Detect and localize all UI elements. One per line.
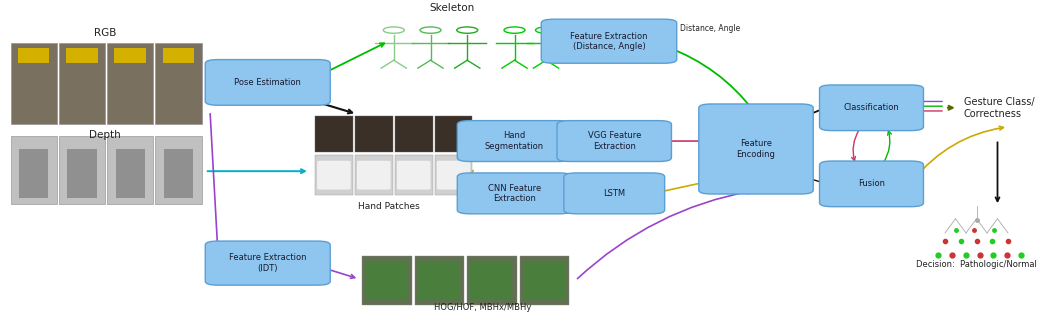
FancyBboxPatch shape: [66, 48, 98, 63]
FancyBboxPatch shape: [467, 256, 517, 305]
FancyBboxPatch shape: [458, 120, 571, 161]
FancyBboxPatch shape: [458, 173, 571, 214]
Text: VGG Feature
Extraction: VGG Feature Extraction: [588, 131, 640, 151]
Text: Feature
Encoding: Feature Encoding: [736, 139, 776, 159]
FancyBboxPatch shape: [355, 155, 393, 195]
FancyBboxPatch shape: [164, 149, 193, 198]
FancyBboxPatch shape: [315, 155, 353, 195]
Text: Depth: Depth: [89, 130, 121, 140]
Text: HOG/HOF, MBHx/MBHy: HOG/HOF, MBHx/MBHy: [435, 303, 531, 312]
FancyBboxPatch shape: [699, 104, 813, 194]
FancyBboxPatch shape: [114, 48, 146, 63]
Text: Fusion: Fusion: [858, 179, 885, 188]
FancyBboxPatch shape: [415, 256, 464, 305]
FancyBboxPatch shape: [362, 256, 412, 305]
Text: Pose Estimation: Pose Estimation: [234, 78, 301, 87]
Text: Feature Extraction
(Distance, Angle): Feature Extraction (Distance, Angle): [570, 31, 648, 51]
FancyBboxPatch shape: [59, 43, 105, 124]
FancyBboxPatch shape: [435, 116, 472, 152]
FancyBboxPatch shape: [564, 173, 665, 214]
FancyBboxPatch shape: [520, 256, 569, 305]
FancyBboxPatch shape: [67, 149, 97, 198]
FancyBboxPatch shape: [317, 161, 351, 190]
Text: Feature Extraction
(IDT): Feature Extraction (IDT): [229, 253, 307, 273]
FancyBboxPatch shape: [155, 136, 202, 204]
FancyBboxPatch shape: [107, 136, 153, 204]
Text: Distance, Angle: Distance, Angle: [680, 24, 740, 33]
Text: Hand Patches: Hand Patches: [358, 202, 419, 210]
Text: CNN Feature
Extraction: CNN Feature Extraction: [488, 184, 541, 203]
FancyBboxPatch shape: [107, 43, 153, 124]
FancyBboxPatch shape: [819, 161, 924, 207]
FancyBboxPatch shape: [155, 43, 202, 124]
Text: LSTM: LSTM: [603, 189, 626, 198]
FancyBboxPatch shape: [523, 262, 565, 300]
FancyBboxPatch shape: [18, 48, 49, 63]
FancyBboxPatch shape: [19, 149, 48, 198]
FancyBboxPatch shape: [470, 262, 512, 300]
Text: Decision:  Pathologic/Normal: Decision: Pathologic/Normal: [916, 260, 1037, 269]
Text: Gesture Class/
Correctness: Gesture Class/ Correctness: [964, 97, 1034, 119]
FancyBboxPatch shape: [395, 116, 433, 152]
FancyBboxPatch shape: [206, 241, 330, 285]
FancyBboxPatch shape: [116, 149, 145, 198]
FancyBboxPatch shape: [556, 120, 672, 161]
FancyBboxPatch shape: [59, 136, 105, 204]
Text: Hand
Segmentation: Hand Segmentation: [485, 131, 544, 151]
FancyBboxPatch shape: [435, 155, 472, 195]
FancyBboxPatch shape: [418, 262, 460, 300]
Text: Classification: Classification: [843, 103, 900, 112]
Text: RGB: RGB: [93, 28, 117, 38]
FancyBboxPatch shape: [397, 161, 430, 190]
FancyBboxPatch shape: [355, 116, 393, 152]
Text: Skeleton: Skeleton: [428, 3, 475, 13]
FancyBboxPatch shape: [365, 262, 407, 300]
FancyBboxPatch shape: [437, 161, 470, 190]
FancyBboxPatch shape: [315, 116, 353, 152]
FancyBboxPatch shape: [10, 43, 57, 124]
FancyBboxPatch shape: [206, 60, 330, 105]
FancyBboxPatch shape: [10, 136, 57, 204]
FancyBboxPatch shape: [819, 85, 924, 131]
FancyBboxPatch shape: [357, 161, 391, 190]
FancyBboxPatch shape: [395, 155, 433, 195]
FancyBboxPatch shape: [163, 48, 194, 63]
FancyBboxPatch shape: [542, 19, 676, 63]
